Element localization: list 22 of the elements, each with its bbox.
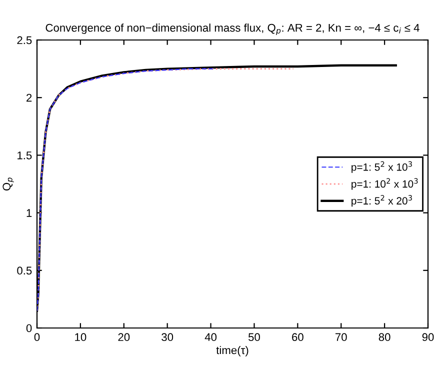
x-tick-label: 80	[378, 333, 390, 342]
x-tick-label: 90	[422, 333, 434, 342]
x-tick-label: 70	[336, 333, 347, 342]
chart-title: Convergence of non−dimensional mass flux, Q$_{p}$: AR = 2, Kn = ∞, −4 ≤ c$_{i}$ ≤ 4	[46, 24, 420, 36]
y-tick-label: 0.5	[17, 266, 32, 275]
y-tick-label: 1	[26, 209, 32, 217]
x-tick-label: 50	[248, 333, 260, 342]
x-tick-label: 40	[204, 333, 217, 342]
x-tick-label: 0	[34, 333, 40, 342]
legend-label: p=1: 5$^{2}$ x 10$^{3}$	[352, 161, 412, 173]
x-tick-label: 30	[162, 333, 174, 342]
y-tick-label: 2.5	[17, 36, 32, 44]
y-axis-title: Q$_{p}$	[2, 178, 14, 190]
x-axis-title: time(τ)	[216, 346, 248, 356]
x-tick-label: 20	[118, 333, 130, 342]
y-tick-label: 2	[26, 94, 32, 102]
x-tick-label: 60	[292, 333, 304, 342]
legend-label: p=1: 5$^{2}$ x 20$^{3}$	[352, 195, 412, 207]
y-tick-label: 0	[26, 324, 32, 332]
x-tick-label: 10	[75, 333, 86, 342]
legend-label: p=1: 10$^{2}$ x 10$^{3}$	[352, 178, 418, 190]
y-tick-label: 1.5	[18, 152, 32, 160]
